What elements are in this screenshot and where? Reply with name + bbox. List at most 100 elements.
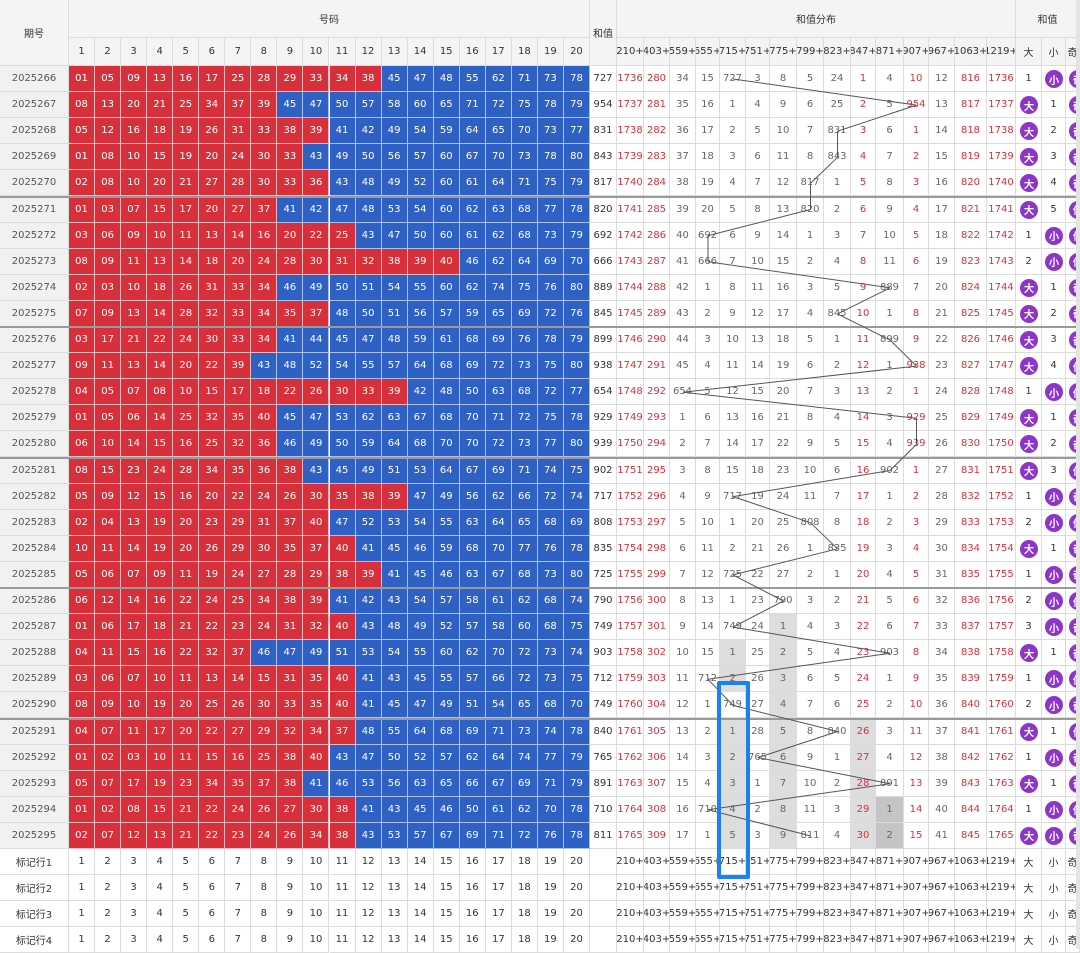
marker-bin-cell[interactable]: 715+ xyxy=(720,875,746,901)
marker-bin-cell[interactable]: 403+ xyxy=(644,901,670,927)
marker-big-cell[interactable]: 大 xyxy=(1016,927,1042,953)
marker-bin-cell[interactable]: 1063+ xyxy=(955,875,987,901)
marker-number-cell[interactable]: 13 xyxy=(381,849,408,875)
marker-number-cell[interactable]: 3 xyxy=(121,901,148,927)
marker-bin-cell[interactable]: 403+ xyxy=(644,927,670,953)
marker-bin-cell[interactable]: 715+ xyxy=(720,849,746,875)
marker-bin-cell[interactable]: 559+ xyxy=(670,927,696,953)
marker-number-cell[interactable]: 9 xyxy=(277,927,304,953)
marker-number-cell[interactable]: 19 xyxy=(537,901,564,927)
marker-bin-cell[interactable]: 823+ xyxy=(824,927,851,953)
marker-bin-cell[interactable]: 1063+ xyxy=(955,849,987,875)
marker-number-cell[interactable]: 9 xyxy=(277,901,304,927)
marker-number-cell[interactable]: 6 xyxy=(199,901,226,927)
marker-number-cell[interactable]: 14 xyxy=(407,875,434,901)
marker-number-cell[interactable]: 5 xyxy=(173,901,200,927)
marker-bin-cell[interactable]: 823+ xyxy=(824,901,851,927)
marker-bin-cell[interactable]: 871+ xyxy=(876,849,904,875)
marker-number-cell[interactable]: 17 xyxy=(485,875,512,901)
marker-bin-cell[interactable]: 847+ xyxy=(851,849,876,875)
marker-number-cell[interactable]: 15 xyxy=(433,849,460,875)
marker-bin-cell[interactable]: 559+ xyxy=(670,875,696,901)
marker-big-cell[interactable]: 大 xyxy=(1016,875,1042,901)
marker-number-cell[interactable]: 19 xyxy=(537,849,564,875)
marker-bin-cell[interactable]: 775+ xyxy=(770,901,797,927)
marker-bin-cell[interactable]: 847+ xyxy=(851,901,876,927)
marker-number-cell[interactable]: 7 xyxy=(225,901,252,927)
marker-bin-cell[interactable]: 967+ xyxy=(929,901,955,927)
marker-bin-cell[interactable]: 751+ xyxy=(746,849,770,875)
marker-number-cell[interactable]: 16 xyxy=(459,901,486,927)
marker-bin-cell[interactable]: 799+ xyxy=(797,927,824,953)
marker-number-cell[interactable]: 15 xyxy=(433,901,460,927)
marker-number-cell[interactable]: 16 xyxy=(459,927,486,953)
marker-number-cell[interactable]: 12 xyxy=(355,901,382,927)
marker-number-cell[interactable]: 19 xyxy=(537,875,564,901)
marker-bin-cell[interactable]: 403+ xyxy=(644,875,670,901)
marker-bin-cell[interactable]: 559+ xyxy=(670,849,696,875)
marker-number-cell[interactable]: 4 xyxy=(147,927,174,953)
marker-bin-cell[interactable]: 1063+ xyxy=(955,927,987,953)
marker-small-cell[interactable]: 小 xyxy=(1042,901,1066,927)
marker-bin-cell[interactable]: 967+ xyxy=(929,875,955,901)
marker-number-cell[interactable]: 10 xyxy=(303,849,330,875)
marker-number-cell[interactable]: 5 xyxy=(173,927,200,953)
marker-number-cell[interactable]: 3 xyxy=(121,927,148,953)
marker-bin-cell[interactable]: 967+ xyxy=(929,849,955,875)
vertical-scrollbar[interactable] xyxy=(1076,0,1080,949)
marker-bin-cell[interactable]: 210+ xyxy=(617,849,644,875)
marker-bin-cell[interactable]: 403+ xyxy=(644,849,670,875)
marker-big-cell[interactable]: 大 xyxy=(1016,849,1042,875)
marker-bin-cell[interactable]: 907+ xyxy=(904,875,929,901)
marker-bin-cell[interactable]: 751+ xyxy=(746,875,770,901)
marker-bin-cell[interactable]: 823+ xyxy=(824,875,851,901)
marker-number-cell[interactable]: 18 xyxy=(511,849,538,875)
marker-number-cell[interactable]: 6 xyxy=(199,927,226,953)
marker-bin-cell[interactable]: 907+ xyxy=(904,849,929,875)
marker-bin-cell[interactable]: 655+ xyxy=(696,927,720,953)
marker-number-cell[interactable]: 8 xyxy=(251,875,278,901)
marker-number-cell[interactable]: 5 xyxy=(173,849,200,875)
marker-number-cell[interactable]: 2 xyxy=(95,901,122,927)
marker-bin-cell[interactable]: 210+ xyxy=(617,901,644,927)
marker-number-cell[interactable]: 14 xyxy=(407,927,434,953)
marker-number-cell[interactable]: 17 xyxy=(485,901,512,927)
marker-number-cell[interactable]: 20 xyxy=(563,875,590,901)
marker-bin-cell[interactable]: 967+ xyxy=(929,927,955,953)
marker-number-cell[interactable]: 8 xyxy=(251,901,278,927)
marker-bin-cell[interactable]: 871+ xyxy=(876,927,904,953)
marker-small-cell[interactable]: 小 xyxy=(1042,849,1066,875)
marker-number-cell[interactable]: 7 xyxy=(225,849,252,875)
marker-number-cell[interactable]: 3 xyxy=(121,849,148,875)
marker-number-cell[interactable]: 9 xyxy=(277,849,304,875)
marker-small-cell[interactable]: 小 xyxy=(1042,875,1066,901)
marker-bin-cell[interactable]: 655+ xyxy=(696,901,720,927)
marker-number-cell[interactable]: 12 xyxy=(355,875,382,901)
marker-number-cell[interactable]: 10 xyxy=(303,901,330,927)
marker-number-cell[interactable]: 16 xyxy=(459,875,486,901)
marker-number-cell[interactable]: 12 xyxy=(355,927,382,953)
marker-number-cell[interactable]: 18 xyxy=(511,927,538,953)
marker-number-cell[interactable]: 7 xyxy=(225,927,252,953)
marker-number-cell[interactable]: 11 xyxy=(329,901,356,927)
marker-number-cell[interactable]: 11 xyxy=(329,849,356,875)
marker-number-cell[interactable]: 15 xyxy=(433,927,460,953)
marker-bin-cell[interactable]: 1063+ xyxy=(955,901,987,927)
marker-number-cell[interactable]: 3 xyxy=(121,875,148,901)
marker-number-cell[interactable]: 16 xyxy=(459,849,486,875)
marker-number-cell[interactable]: 4 xyxy=(147,875,174,901)
marker-bin-cell[interactable]: 907+ xyxy=(904,927,929,953)
marker-number-cell[interactable]: 4 xyxy=(147,849,174,875)
marker-bin-cell[interactable]: 823+ xyxy=(824,849,851,875)
marker-bin-cell[interactable]: 799+ xyxy=(797,849,824,875)
marker-number-cell[interactable]: 4 xyxy=(147,901,174,927)
marker-number-cell[interactable]: 17 xyxy=(485,849,512,875)
marker-bin-cell[interactable]: 871+ xyxy=(876,901,904,927)
marker-bin-cell[interactable]: 847+ xyxy=(851,875,876,901)
marker-small-cell[interactable]: 小 xyxy=(1042,927,1066,953)
marker-number-cell[interactable]: 13 xyxy=(381,875,408,901)
